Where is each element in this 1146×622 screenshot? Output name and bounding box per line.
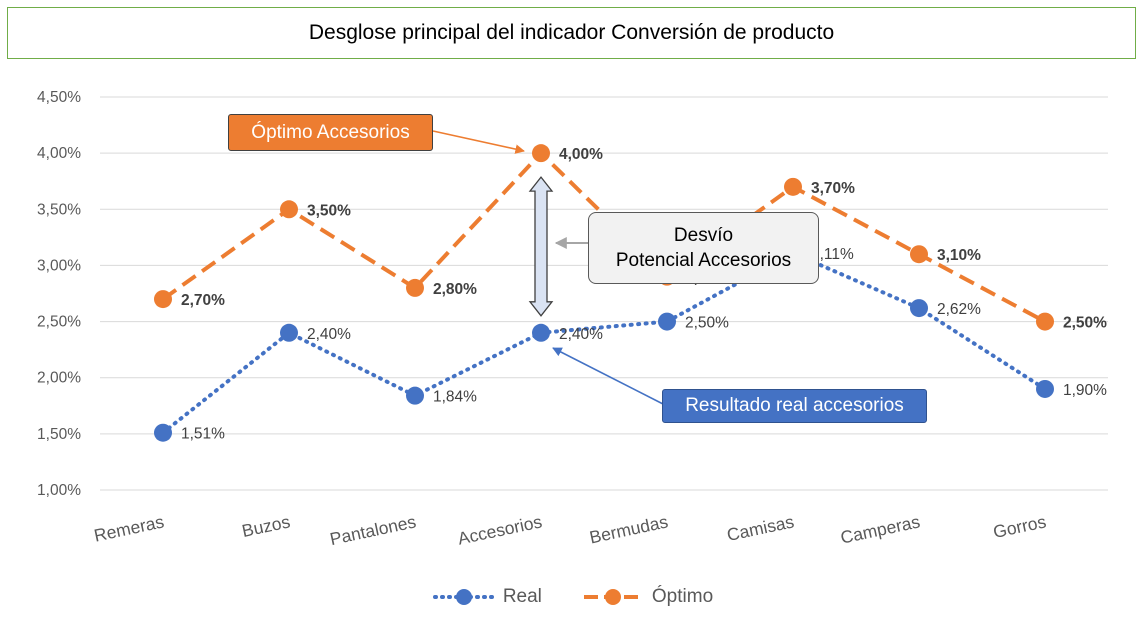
chart-title-box: Desglose principal del indicador Convers… bbox=[7, 7, 1136, 59]
y-tick-label: 1,00% bbox=[37, 482, 81, 499]
marker-optimo bbox=[406, 278, 424, 297]
data-label-optimo: 4,00% bbox=[559, 146, 603, 163]
arrow-optimo bbox=[432, 130, 525, 154]
callout-desvio-line1: Desvío bbox=[673, 225, 734, 246]
marker-real bbox=[406, 386, 424, 405]
data-label-real: 3,11% bbox=[811, 246, 854, 263]
legend-optimo-label: Óptimo bbox=[651, 586, 714, 607]
x-category-label: Gorros bbox=[991, 511, 1048, 542]
gridlines bbox=[100, 96, 1108, 491]
marker-real bbox=[154, 423, 172, 442]
series-line-optimo bbox=[161, 151, 1046, 324]
double-arrow-desvio bbox=[528, 176, 554, 317]
x-category-label: Accesorios bbox=[456, 511, 544, 548]
data-label-real: 2,40% bbox=[559, 326, 603, 343]
legend: Real Óptimo bbox=[0, 582, 1146, 612]
legend-item-real: Real bbox=[432, 586, 542, 608]
x-category-label: Camperas bbox=[839, 511, 922, 547]
legend-real-swatch bbox=[432, 589, 495, 605]
data-label-optimo: 2,80% bbox=[433, 281, 477, 298]
y-tick-label: 2,50% bbox=[37, 314, 81, 331]
callout-desvio-potencial: Desvío Potencial Accesorios bbox=[588, 212, 819, 284]
x-category-label: Remeras bbox=[92, 511, 166, 545]
callout-optimo-text: Óptimo Accesorios bbox=[251, 121, 410, 143]
y-tick-label: 4,00% bbox=[37, 145, 81, 162]
x-category-label: Camisas bbox=[725, 511, 796, 545]
y-tick-label: 4,50% bbox=[37, 89, 81, 106]
x-category-label: Buzos bbox=[240, 511, 292, 541]
data-label-optimo: 2,70% bbox=[181, 292, 225, 309]
data-label-real: 2,62% bbox=[937, 301, 981, 318]
x-axis-categories: Remeras Buzos Pantalones Accesorios Bermudas… bbox=[92, 511, 1048, 549]
chart-title: Desglose principal del indicador Convers… bbox=[308, 21, 835, 44]
marker-real bbox=[910, 299, 928, 318]
x-category-label: Pantalones bbox=[328, 511, 418, 549]
callout-real-text: Resultado real accesorios bbox=[685, 395, 904, 416]
series-line-real bbox=[161, 251, 1047, 435]
marker-optimo bbox=[532, 144, 550, 163]
data-label-optimo: 3,70% bbox=[811, 180, 855, 197]
marker-real bbox=[1036, 379, 1054, 398]
annotations bbox=[432, 130, 664, 405]
marker-real bbox=[532, 323, 550, 342]
y-tick-label: 1,50% bbox=[37, 426, 81, 443]
data-label-real: 2,50% bbox=[685, 315, 729, 332]
legend-real-label: Real bbox=[502, 586, 542, 607]
callout-desvio-line2: Potencial Accesorios bbox=[615, 250, 792, 271]
y-tick-label: 3,00% bbox=[37, 257, 81, 274]
marker-optimo bbox=[154, 290, 172, 309]
data-label-optimo: 2,50% bbox=[1063, 315, 1107, 332]
data-label-real: 1,84% bbox=[433, 389, 477, 406]
series-lines bbox=[161, 151, 1047, 435]
marker-optimo bbox=[1036, 312, 1054, 331]
legend-optimo-swatch bbox=[583, 589, 642, 605]
legend-item-optimo: Óptimo bbox=[582, 586, 713, 608]
data-label-real: 1,90% bbox=[1063, 382, 1107, 399]
data-label-optimo: 3,50% bbox=[307, 202, 351, 219]
callout-optimo-accesorios: Óptimo Accesorios bbox=[228, 114, 433, 151]
marker-real bbox=[658, 312, 676, 331]
data-label-optimo: 3,10% bbox=[937, 247, 981, 264]
y-tick-label: 3,50% bbox=[37, 201, 81, 218]
data-label-real: 2,40% bbox=[307, 326, 351, 343]
marker-optimo bbox=[910, 245, 928, 264]
marker-optimo bbox=[280, 200, 298, 219]
arrow-real bbox=[552, 347, 664, 405]
marker-real bbox=[280, 323, 298, 342]
y-axis-ticks: 1,00% 1,50% 2,00% 2,50% 3,00% 3,50% 4,00% 4,50% bbox=[37, 89, 81, 499]
marker-optimo bbox=[784, 177, 802, 196]
x-category-label: Bermudas bbox=[588, 511, 670, 547]
callout-resultado-real: Resultado real accesorios bbox=[662, 389, 927, 423]
y-tick-label: 2,00% bbox=[37, 370, 81, 387]
data-label-real: 1,51% bbox=[181, 426, 225, 443]
data-labels: 1,51% 2,40% 1,84% 2,40% 2,50% 3,11% 2,62% 1,90%… bbox=[181, 146, 1107, 443]
